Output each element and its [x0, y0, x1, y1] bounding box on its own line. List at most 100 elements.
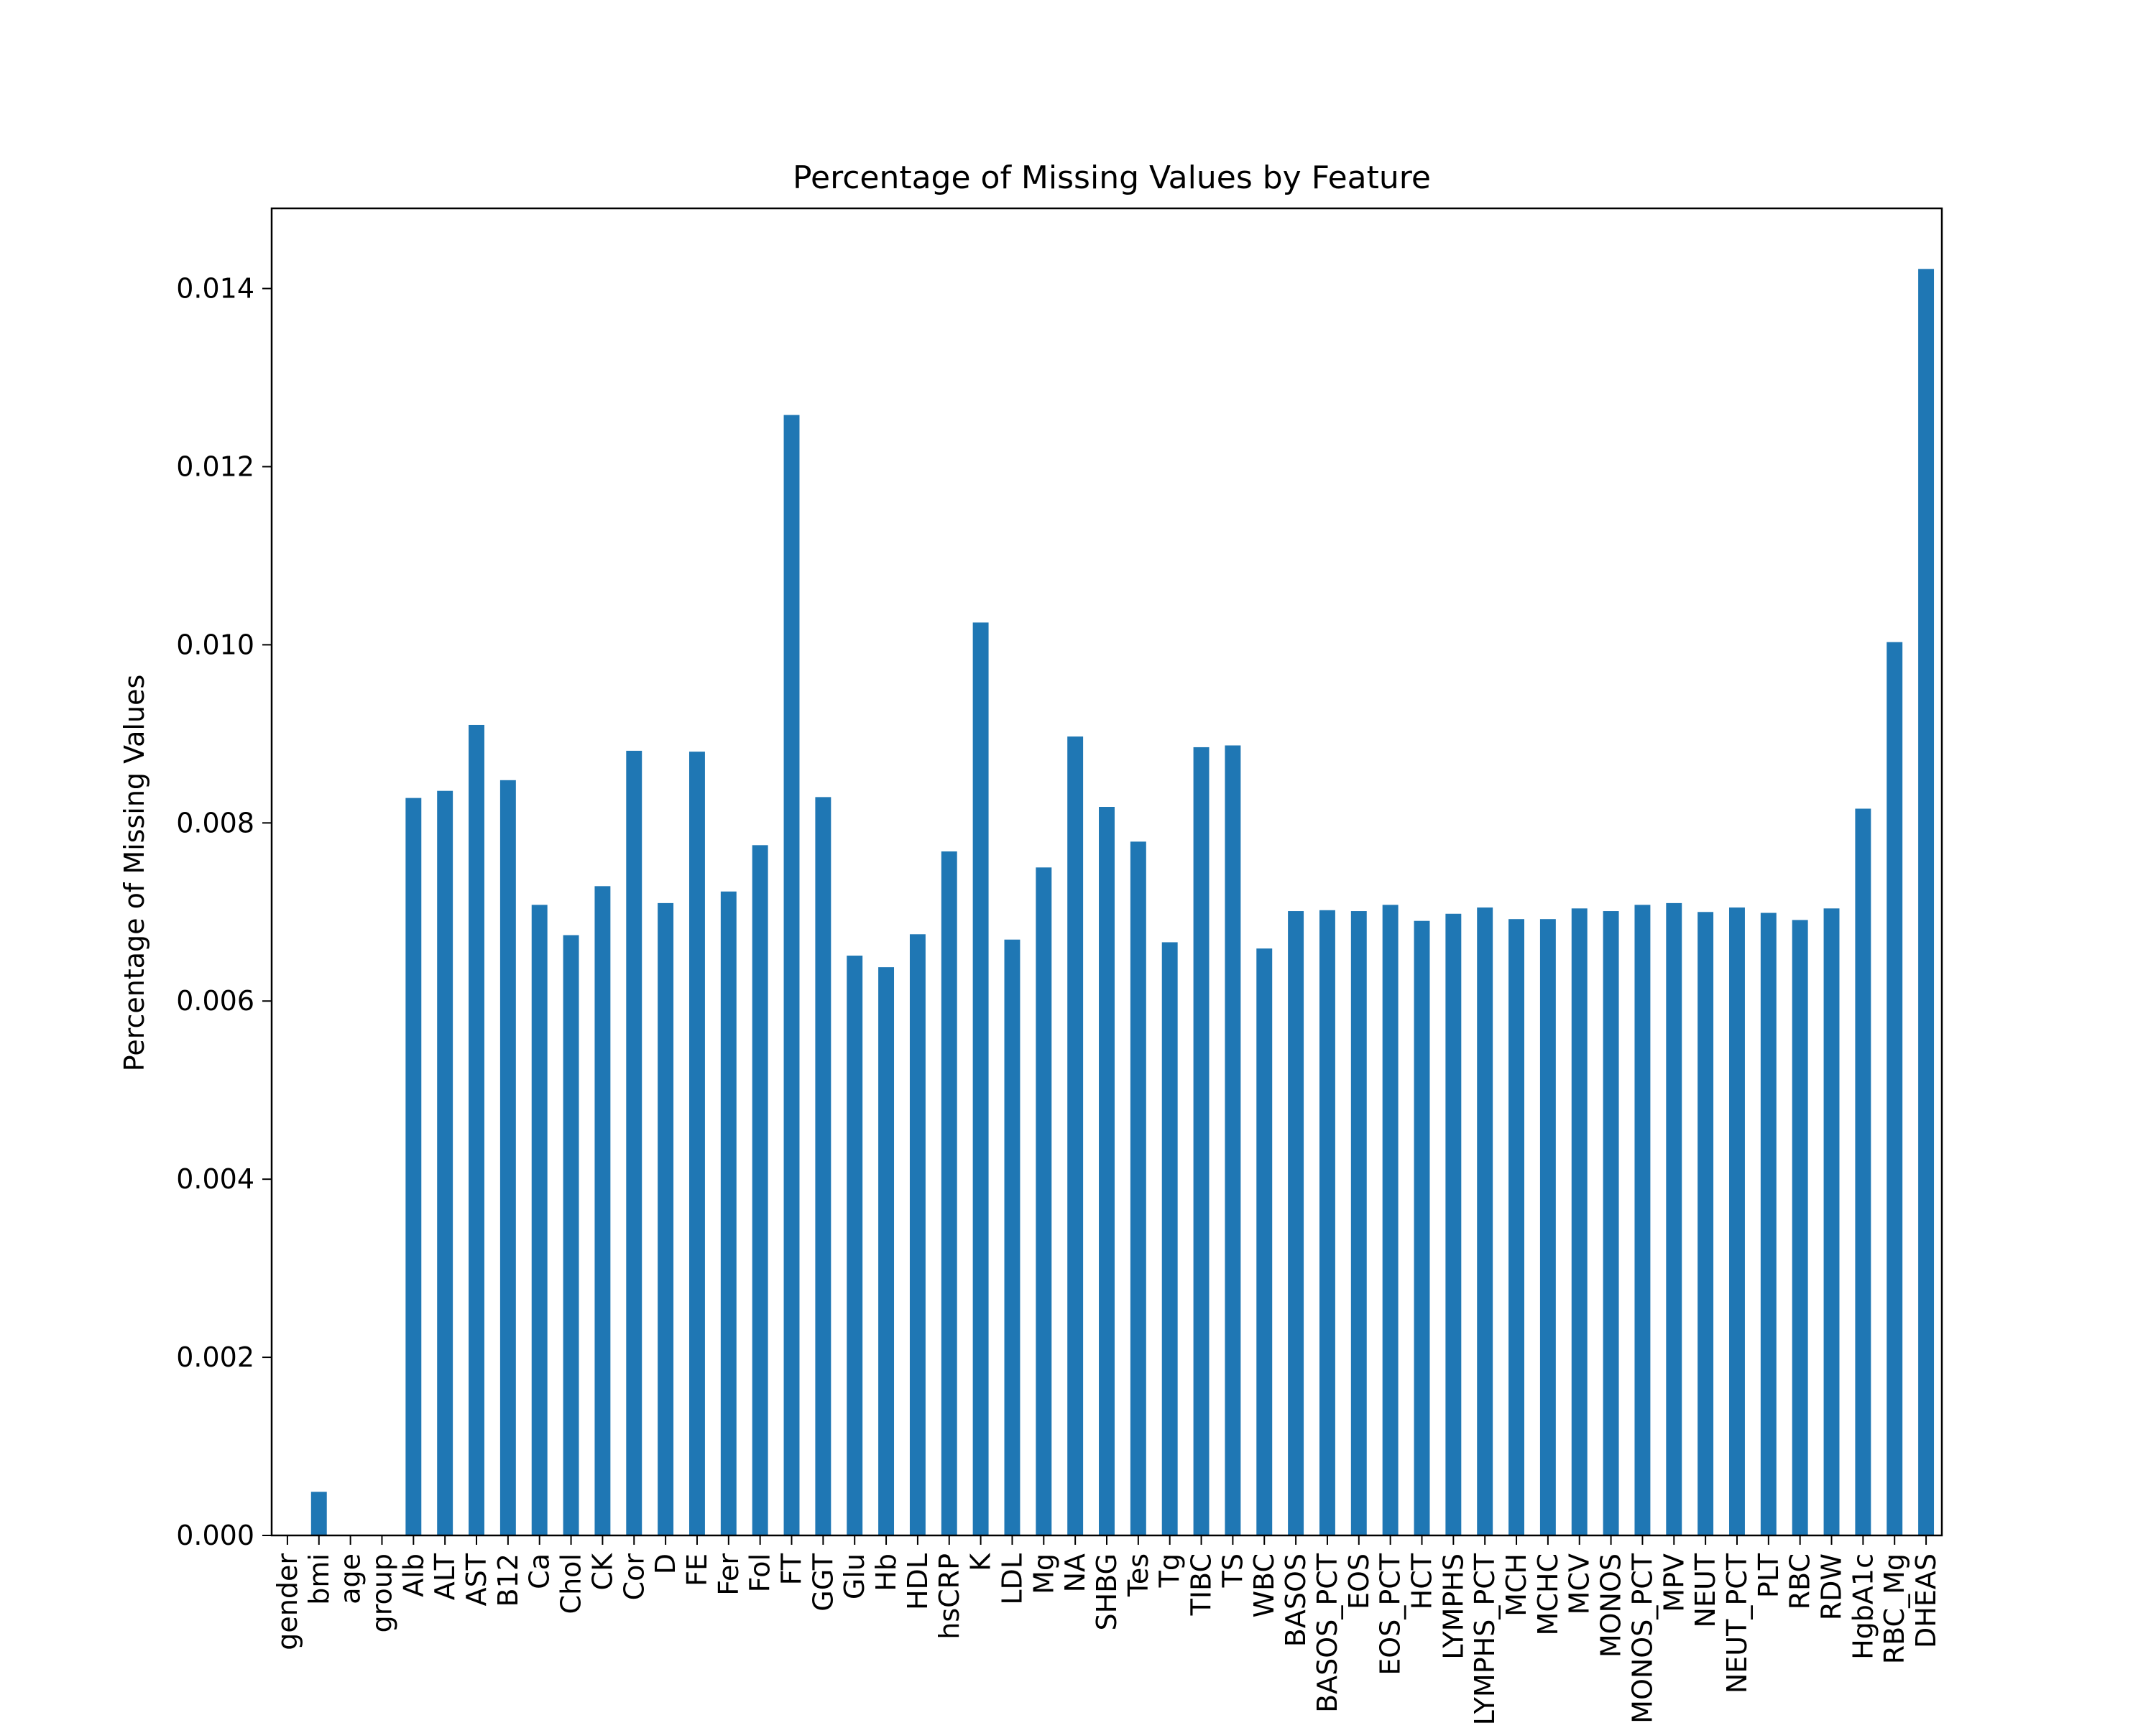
- x-tick-label: MCH: [1501, 1553, 1532, 1617]
- x-tick-label: MCHC: [1532, 1553, 1564, 1635]
- bar-MCHC: [1539, 919, 1556, 1535]
- bar-Cor: [626, 750, 642, 1535]
- bar-HgbA1c: [1855, 808, 1871, 1535]
- x-tick-label: HCT: [1406, 1553, 1437, 1609]
- x-tick-label: HDL: [902, 1553, 934, 1610]
- x-tick-label: D: [650, 1553, 681, 1574]
- bar-Chol: [563, 935, 579, 1535]
- bar-FE: [689, 752, 705, 1535]
- x-tick-label: TIBC: [1186, 1553, 1217, 1616]
- bar-TS: [1225, 745, 1241, 1535]
- x-tick-label: MCV: [1564, 1553, 1595, 1614]
- y-tick-label: 0.008: [176, 807, 254, 838]
- x-tick-label: Tes: [1123, 1553, 1154, 1597]
- y-axis-label: Percentage of Missing Values: [119, 675, 150, 1071]
- bar-BASOS: [1288, 911, 1304, 1535]
- x-tick-label: hsCRP: [934, 1553, 965, 1640]
- bar-MCH: [1508, 919, 1524, 1535]
- x-tick-label: Chol: [556, 1553, 587, 1614]
- x-tick-label: FT: [776, 1553, 808, 1585]
- x-tick-label: Ca: [524, 1553, 556, 1589]
- bar-EOS_PCT: [1382, 905, 1399, 1535]
- bar-FT: [783, 415, 800, 1535]
- x-tick-label: LYMPHS: [1437, 1553, 1469, 1660]
- x-tick-label: BASOS_PCT: [1312, 1553, 1343, 1713]
- plot-area-frame: [270, 207, 1943, 1537]
- bar-CK: [594, 886, 611, 1535]
- x-tick-label: group: [366, 1553, 397, 1632]
- y-axis-ticks: 0.000 0.002 0.004 0.006 0.008 0.010 0.012 0.014: [176, 273, 272, 1551]
- x-tick-label: EOS: [1343, 1553, 1375, 1609]
- bar-EOS: [1350, 911, 1367, 1535]
- chart-title: Percentage of Missing Values by Feature: [793, 160, 1431, 196]
- x-axis-ticks: gender bmi age group Alb ALT AST B12 Ca Chol CK Cor…: [272, 1535, 1942, 1725]
- bar-D: [658, 902, 674, 1535]
- x-tick-label: GGT: [807, 1553, 839, 1612]
- x-tick-label: NA: [1059, 1553, 1091, 1592]
- x-tick-label: age: [335, 1553, 367, 1604]
- bar-RBC_Mg: [1886, 642, 1903, 1536]
- x-tick-label: TS: [1217, 1553, 1248, 1588]
- y-tick-label: 0.000: [176, 1520, 254, 1551]
- y-tick-label: 0.006: [176, 985, 254, 1017]
- bar-NA: [1067, 736, 1084, 1535]
- bar-MPV: [1666, 902, 1682, 1535]
- bar-WBC: [1256, 948, 1273, 1535]
- x-tick-label: Glu: [839, 1553, 870, 1599]
- x-tick-label: MONOS: [1595, 1553, 1627, 1658]
- x-tick-label: Fer: [713, 1553, 745, 1596]
- x-tick-label: LYMPHS_PCT: [1469, 1553, 1501, 1724]
- x-tick-label: ALT: [429, 1553, 461, 1600]
- x-tick-label: B12: [492, 1553, 524, 1607]
- bar-RDW: [1823, 908, 1840, 1535]
- x-tick-label: EOS_PCT: [1375, 1553, 1406, 1675]
- bar-LYMPHS_PCT: [1477, 907, 1493, 1535]
- bar-BASOS_PCT: [1319, 910, 1335, 1535]
- bar-Mg: [1036, 867, 1052, 1535]
- bar-LDL: [1004, 939, 1021, 1535]
- bar-HDL: [909, 934, 926, 1535]
- x-tick-label: LDL: [996, 1553, 1028, 1605]
- x-tick-label: RBC: [1784, 1553, 1816, 1609]
- bar-Hb: [878, 967, 895, 1535]
- x-tick-label: PLT: [1753, 1553, 1784, 1598]
- bar-HCT: [1414, 920, 1430, 1535]
- bar-Alb: [405, 798, 422, 1535]
- bars: [310, 269, 1935, 1536]
- x-tick-label: HgbA1c: [1847, 1553, 1879, 1660]
- y-tick-label: 0.002: [176, 1341, 254, 1373]
- x-tick-label: RBC_Mg: [1879, 1553, 1910, 1664]
- x-tick-label: MONOS_PCT: [1626, 1553, 1658, 1724]
- bar-LYMPHS: [1445, 913, 1462, 1535]
- bar-MONOS_PCT: [1634, 905, 1651, 1535]
- bar-Ca: [531, 905, 548, 1535]
- bar-Glu: [847, 956, 863, 1535]
- x-tick-label: Mg: [1028, 1553, 1059, 1594]
- x-tick-label: Hb: [870, 1553, 902, 1591]
- x-tick-label: gender: [272, 1553, 303, 1650]
- x-tick-label: FE: [681, 1553, 713, 1586]
- bar-TIBC: [1193, 747, 1210, 1535]
- x-tick-label: Fol: [745, 1553, 776, 1592]
- bar-B12: [499, 780, 516, 1535]
- x-tick-label: Tg: [1154, 1553, 1186, 1588]
- x-tick-label: bmi: [303, 1553, 335, 1605]
- bar-GGT: [815, 797, 831, 1535]
- bar-PLT: [1760, 912, 1777, 1535]
- x-tick-label: AST: [461, 1553, 492, 1606]
- bar-Fol: [752, 845, 768, 1535]
- bar-MONOS: [1603, 911, 1619, 1535]
- x-tick-label: SHBG: [1091, 1553, 1123, 1631]
- bar-ALT: [437, 790, 453, 1535]
- x-tick-label: CK: [586, 1553, 618, 1591]
- bar-RBC: [1792, 920, 1808, 1535]
- x-tick-label: K: [965, 1553, 997, 1571]
- bar-AST: [469, 724, 484, 1535]
- x-tick-label: BASOS: [1280, 1553, 1312, 1647]
- x-tick-label: WBC: [1248, 1553, 1280, 1618]
- y-tick-label: 0.014: [176, 273, 254, 305]
- x-tick-label: NEUT: [1690, 1553, 1721, 1627]
- bar-SHBG: [1099, 807, 1115, 1535]
- bar-Tg: [1161, 942, 1178, 1535]
